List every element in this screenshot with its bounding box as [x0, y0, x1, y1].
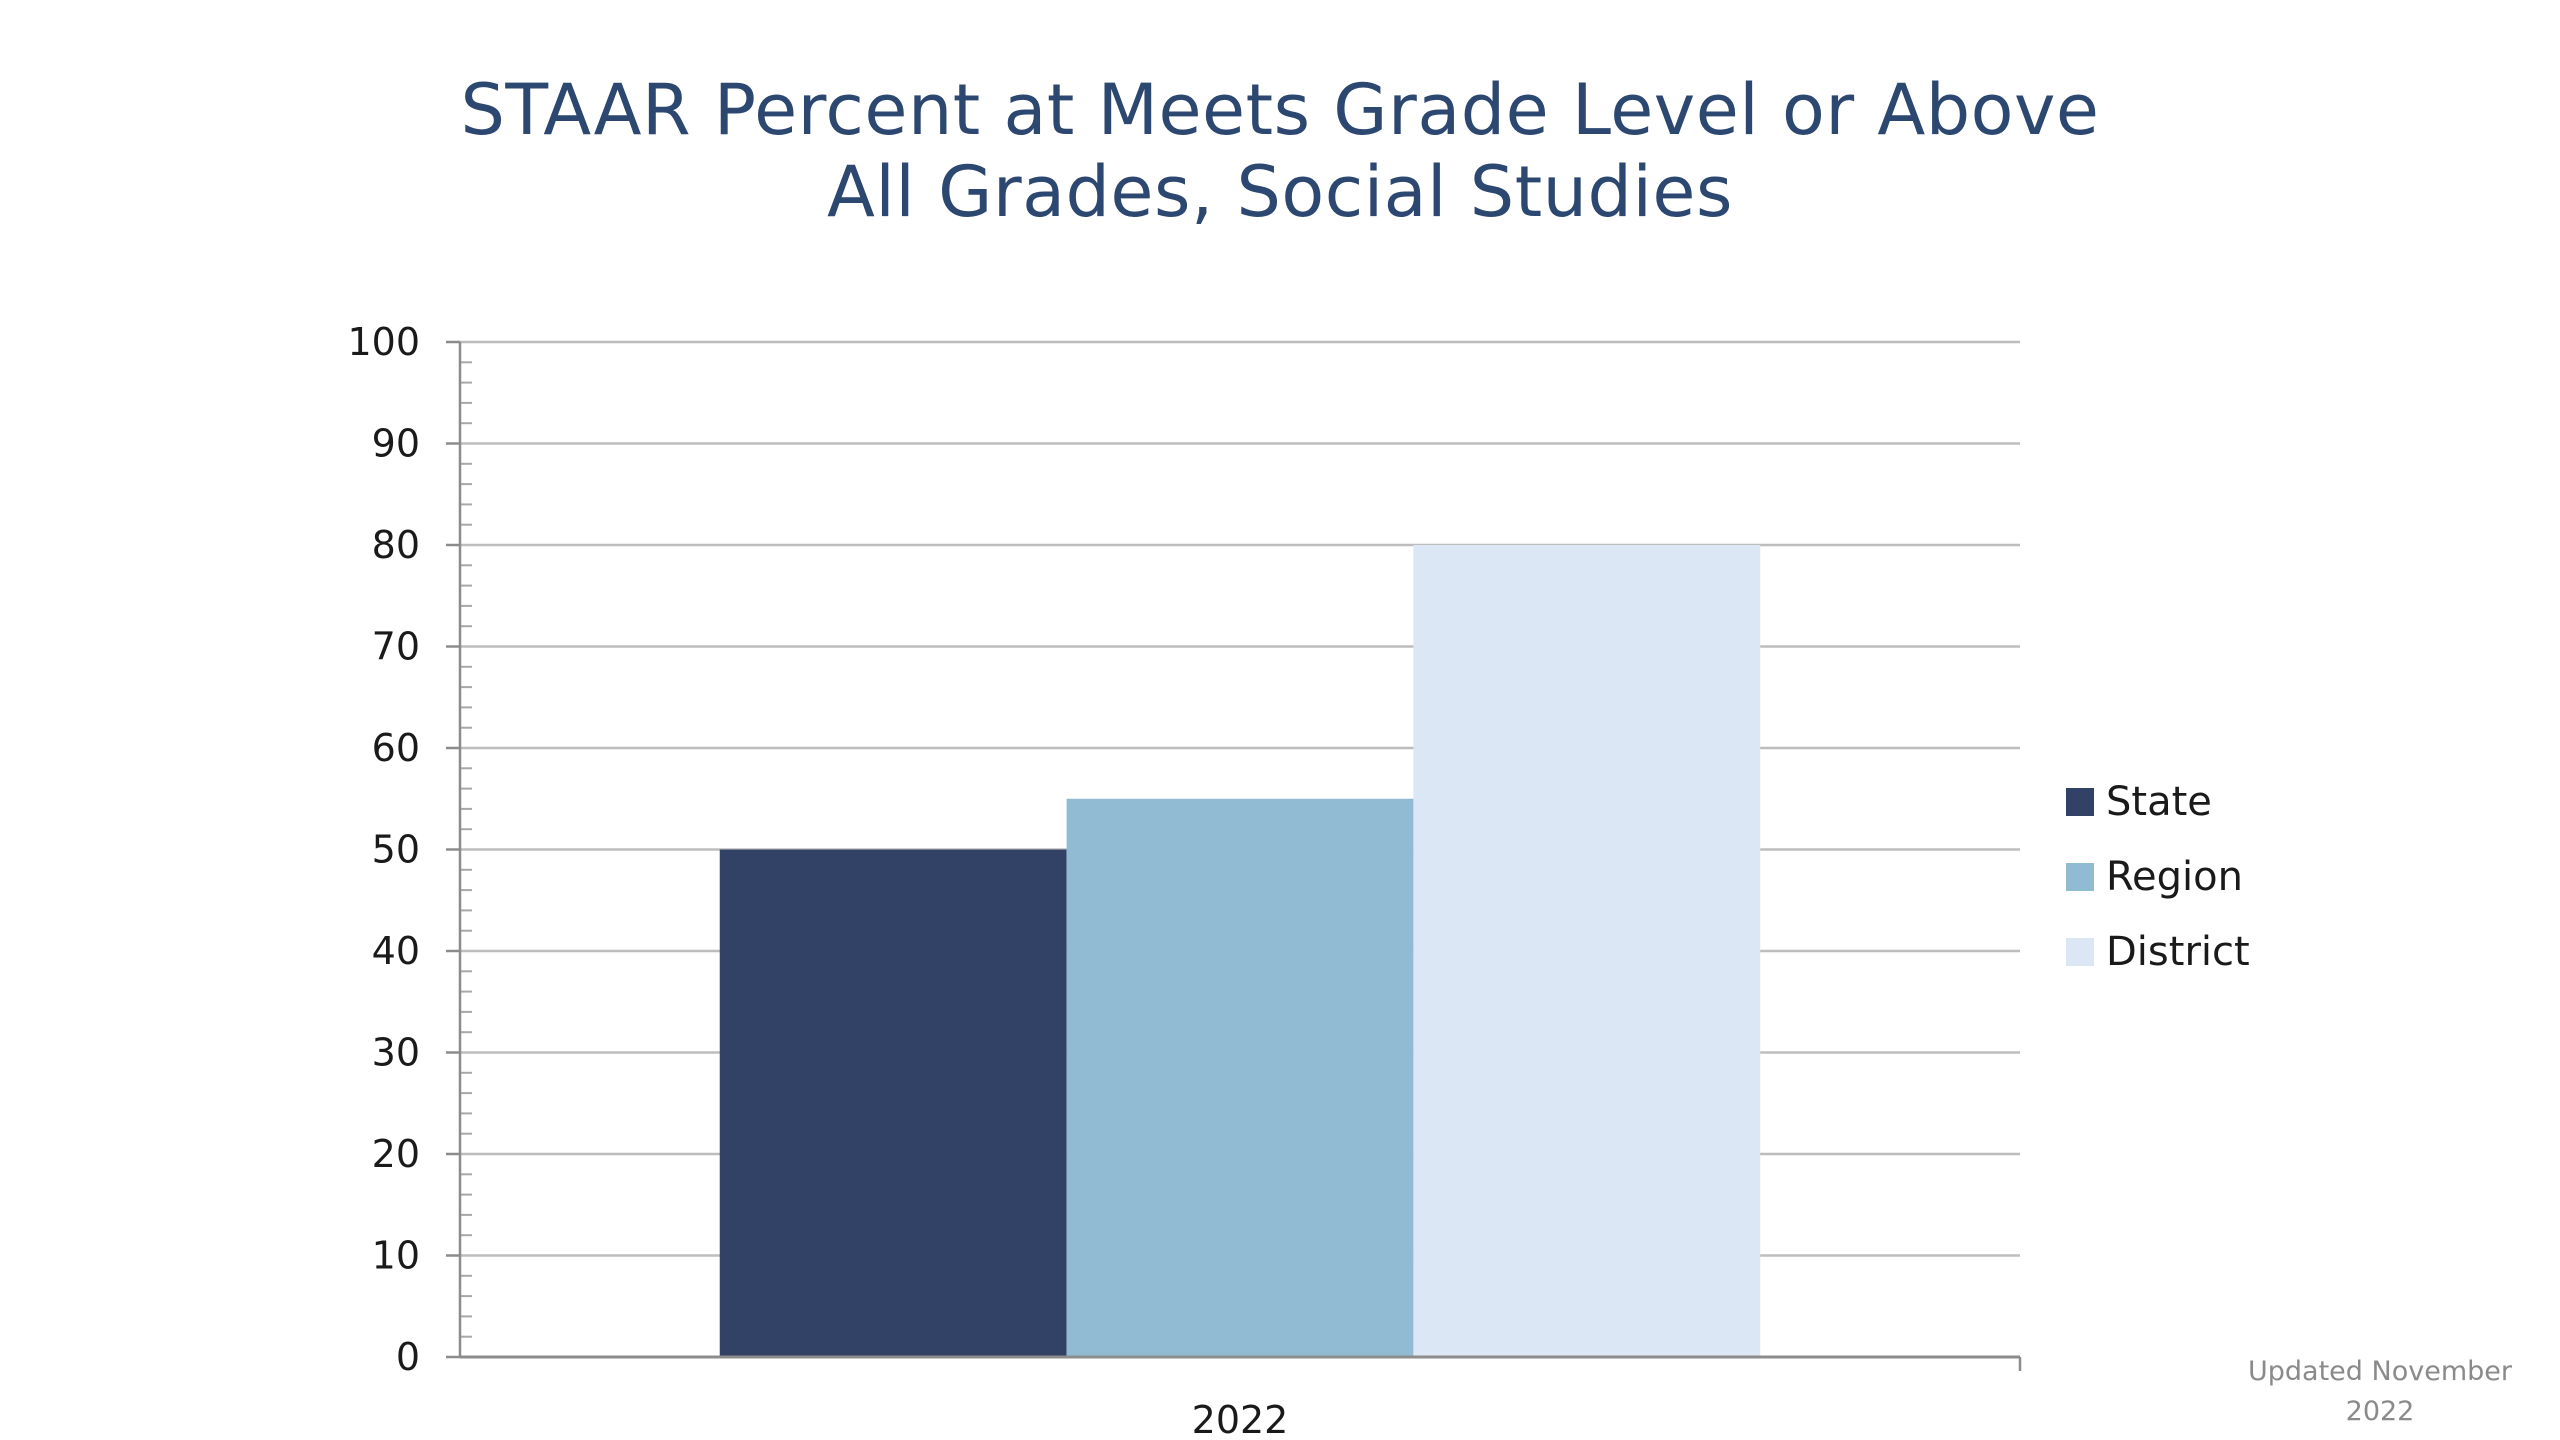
y-tick-label: 80 — [372, 523, 420, 567]
legend-swatch-district — [2066, 938, 2094, 966]
y-tick-label: 30 — [372, 1031, 420, 1075]
y-tick-label: 90 — [372, 422, 420, 466]
updated-note-line-2: 2022 — [2345, 1396, 2415, 1427]
legend-label-state: State — [2106, 779, 2212, 825]
updated-note: Updated November 2022 — [2180, 1352, 2560, 1432]
bar-state-2022 — [719, 849, 1067, 1357]
x-tick-label: 2022 — [1192, 1398, 1289, 1440]
chart-title-line-2: All Grades, Social Studies — [827, 151, 1733, 233]
legend-swatch-region — [2066, 863, 2094, 891]
legend-label-district: District — [2106, 929, 2250, 975]
bar-district-2022 — [1413, 545, 1761, 1357]
axes: 0 10 20 30 40 50 60 70 80 90 100 2022 — [347, 320, 2022, 1440]
y-tick-label: 0 — [396, 1335, 420, 1379]
bars — [719, 545, 1761, 1357]
chart-title-line-1: STAAR Percent at Meets Grade Level or Ab… — [460, 69, 2100, 151]
y-tick-label: 60 — [372, 726, 420, 770]
legend: State Region District — [2066, 779, 2250, 975]
y-tick-label: 70 — [372, 625, 420, 669]
y-tick-label: 40 — [372, 929, 420, 973]
y-tick-label: 100 — [347, 320, 420, 364]
updated-note-line-1: Updated November — [2248, 1356, 2512, 1387]
y-tick-label: 20 — [372, 1132, 420, 1176]
legend-swatch-state — [2066, 788, 2094, 816]
y-tick-label: 50 — [372, 828, 420, 872]
bar-region-2022 — [1066, 798, 1414, 1357]
legend-label-region: Region — [2106, 854, 2243, 900]
y-tick-label: 10 — [372, 1234, 420, 1278]
